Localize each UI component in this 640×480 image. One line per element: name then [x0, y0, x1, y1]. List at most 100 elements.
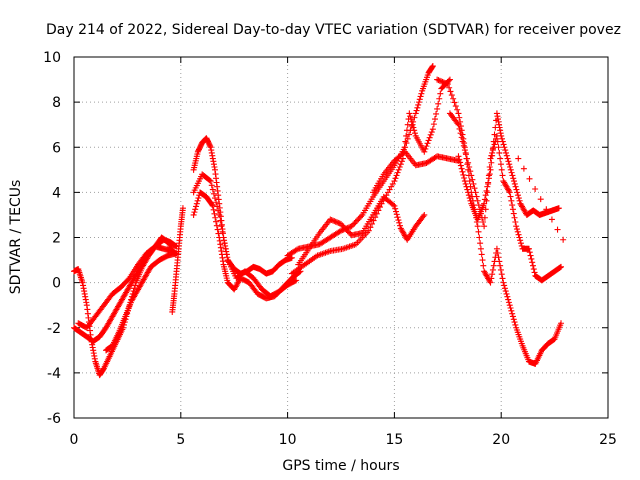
- y-tick-label: 10: [43, 50, 61, 66]
- data-point-interp: [439, 78, 446, 85]
- data-point-interp: [466, 163, 473, 170]
- data-point-interp: [490, 262, 497, 269]
- data-point-interp: [339, 222, 346, 229]
- data-point-interp: [554, 226, 561, 233]
- data-point-interp: [438, 78, 445, 85]
- data-point-interp: [411, 130, 418, 137]
- data-point-interp: [515, 195, 522, 202]
- data-point: [558, 320, 565, 327]
- data-point: [455, 153, 462, 160]
- data-point-interp: [392, 175, 399, 182]
- data-point: [365, 227, 372, 234]
- data-point-interp: [508, 307, 515, 314]
- data-point-interp: [335, 219, 342, 226]
- data-point-interp: [431, 116, 438, 123]
- data-point-interp: [461, 147, 468, 154]
- data-point: [446, 76, 453, 83]
- data-point-interp: [520, 165, 527, 172]
- data-point-interp: [340, 223, 347, 230]
- data-point-interp: [478, 251, 485, 258]
- data-point-interp: [191, 209, 198, 216]
- data-point: [472, 189, 479, 196]
- series-track-12: [370, 148, 462, 196]
- data-point-interp: [437, 90, 444, 97]
- data-point-interp: [292, 277, 299, 284]
- data-point-interp: [462, 180, 469, 187]
- data-point-interp: [423, 143, 430, 150]
- data-point-interp: [495, 144, 502, 151]
- data-point-interp: [489, 266, 496, 273]
- y-tick-label: 8: [52, 95, 61, 111]
- data-point-interp: [215, 207, 222, 214]
- data-point-interp: [531, 269, 538, 276]
- data-point-interp: [213, 218, 220, 225]
- y-tick-label: -6: [47, 411, 61, 427]
- data-point-interp: [402, 138, 409, 145]
- data-point-interp: [403, 127, 410, 134]
- chart-title: Day 214 of 2022, Sidereal Day-to-day VTE…: [46, 22, 621, 38]
- data-point-interp: [514, 228, 521, 235]
- data-point: [412, 110, 419, 117]
- data-point-interp: [469, 176, 476, 183]
- data-point-interp: [459, 138, 466, 145]
- data-point-interp: [494, 250, 501, 257]
- data-point-interp: [497, 262, 504, 269]
- series-track-11: [295, 193, 428, 268]
- series-track-15: [455, 110, 562, 223]
- data-point-interp: [351, 220, 358, 227]
- series-layer: [71, 63, 567, 379]
- data-point-interp: [214, 203, 221, 210]
- data-point-interp: [502, 288, 509, 295]
- data-point-interp: [496, 258, 503, 265]
- data-point-interp: [517, 237, 524, 244]
- data-point-interp: [347, 230, 354, 237]
- data-point-interp: [461, 174, 468, 181]
- data-point-interp: [529, 262, 536, 269]
- data-point: [179, 205, 186, 212]
- data-point-interp: [507, 193, 514, 200]
- data-point-interp: [400, 149, 407, 156]
- data-point-interp: [425, 137, 432, 144]
- data-point-interp: [436, 95, 443, 102]
- data-point-interp: [220, 234, 227, 241]
- data-point-interp: [516, 197, 523, 204]
- data-point-interp: [485, 179, 492, 186]
- data-point-interp: [367, 224, 374, 231]
- data-point-interp: [459, 168, 466, 175]
- x-tick-label: 10: [279, 432, 297, 448]
- data-point-interp: [510, 175, 517, 182]
- data-point-interp: [354, 217, 361, 224]
- data-point: [511, 178, 518, 185]
- data-point-interp: [424, 140, 431, 147]
- data-point: [207, 178, 214, 185]
- data-point-interp: [328, 217, 335, 224]
- data-point-interp: [473, 193, 480, 200]
- data-point-interp: [458, 165, 465, 172]
- data-point-interp: [222, 245, 229, 252]
- y-tick-label: -4: [47, 366, 61, 382]
- data-point-interp: [411, 114, 418, 121]
- data-point-interp: [502, 147, 509, 154]
- data-point-interp: [467, 168, 474, 175]
- data-point-interp: [513, 186, 520, 193]
- data-point: [421, 211, 428, 218]
- data-point: [515, 155, 522, 162]
- data-point-interp: [451, 99, 458, 106]
- x-axis-label: GPS time / hours: [282, 458, 399, 474]
- data-point-interp: [486, 171, 493, 178]
- data-point-interp: [390, 201, 397, 208]
- data-point: [391, 202, 398, 209]
- data-point-interp: [471, 185, 478, 192]
- x-tick-label: 20: [492, 432, 510, 448]
- data-point: [481, 223, 488, 230]
- data-point: [209, 202, 216, 209]
- data-point: [498, 132, 505, 139]
- data-point-interp: [479, 257, 486, 264]
- data-point-interp: [213, 199, 220, 206]
- data-point-interp: [436, 77, 443, 84]
- data-point: [500, 279, 507, 286]
- data-point-interp: [464, 186, 471, 193]
- data-point-interp: [435, 77, 442, 84]
- data-point-interp: [416, 96, 423, 103]
